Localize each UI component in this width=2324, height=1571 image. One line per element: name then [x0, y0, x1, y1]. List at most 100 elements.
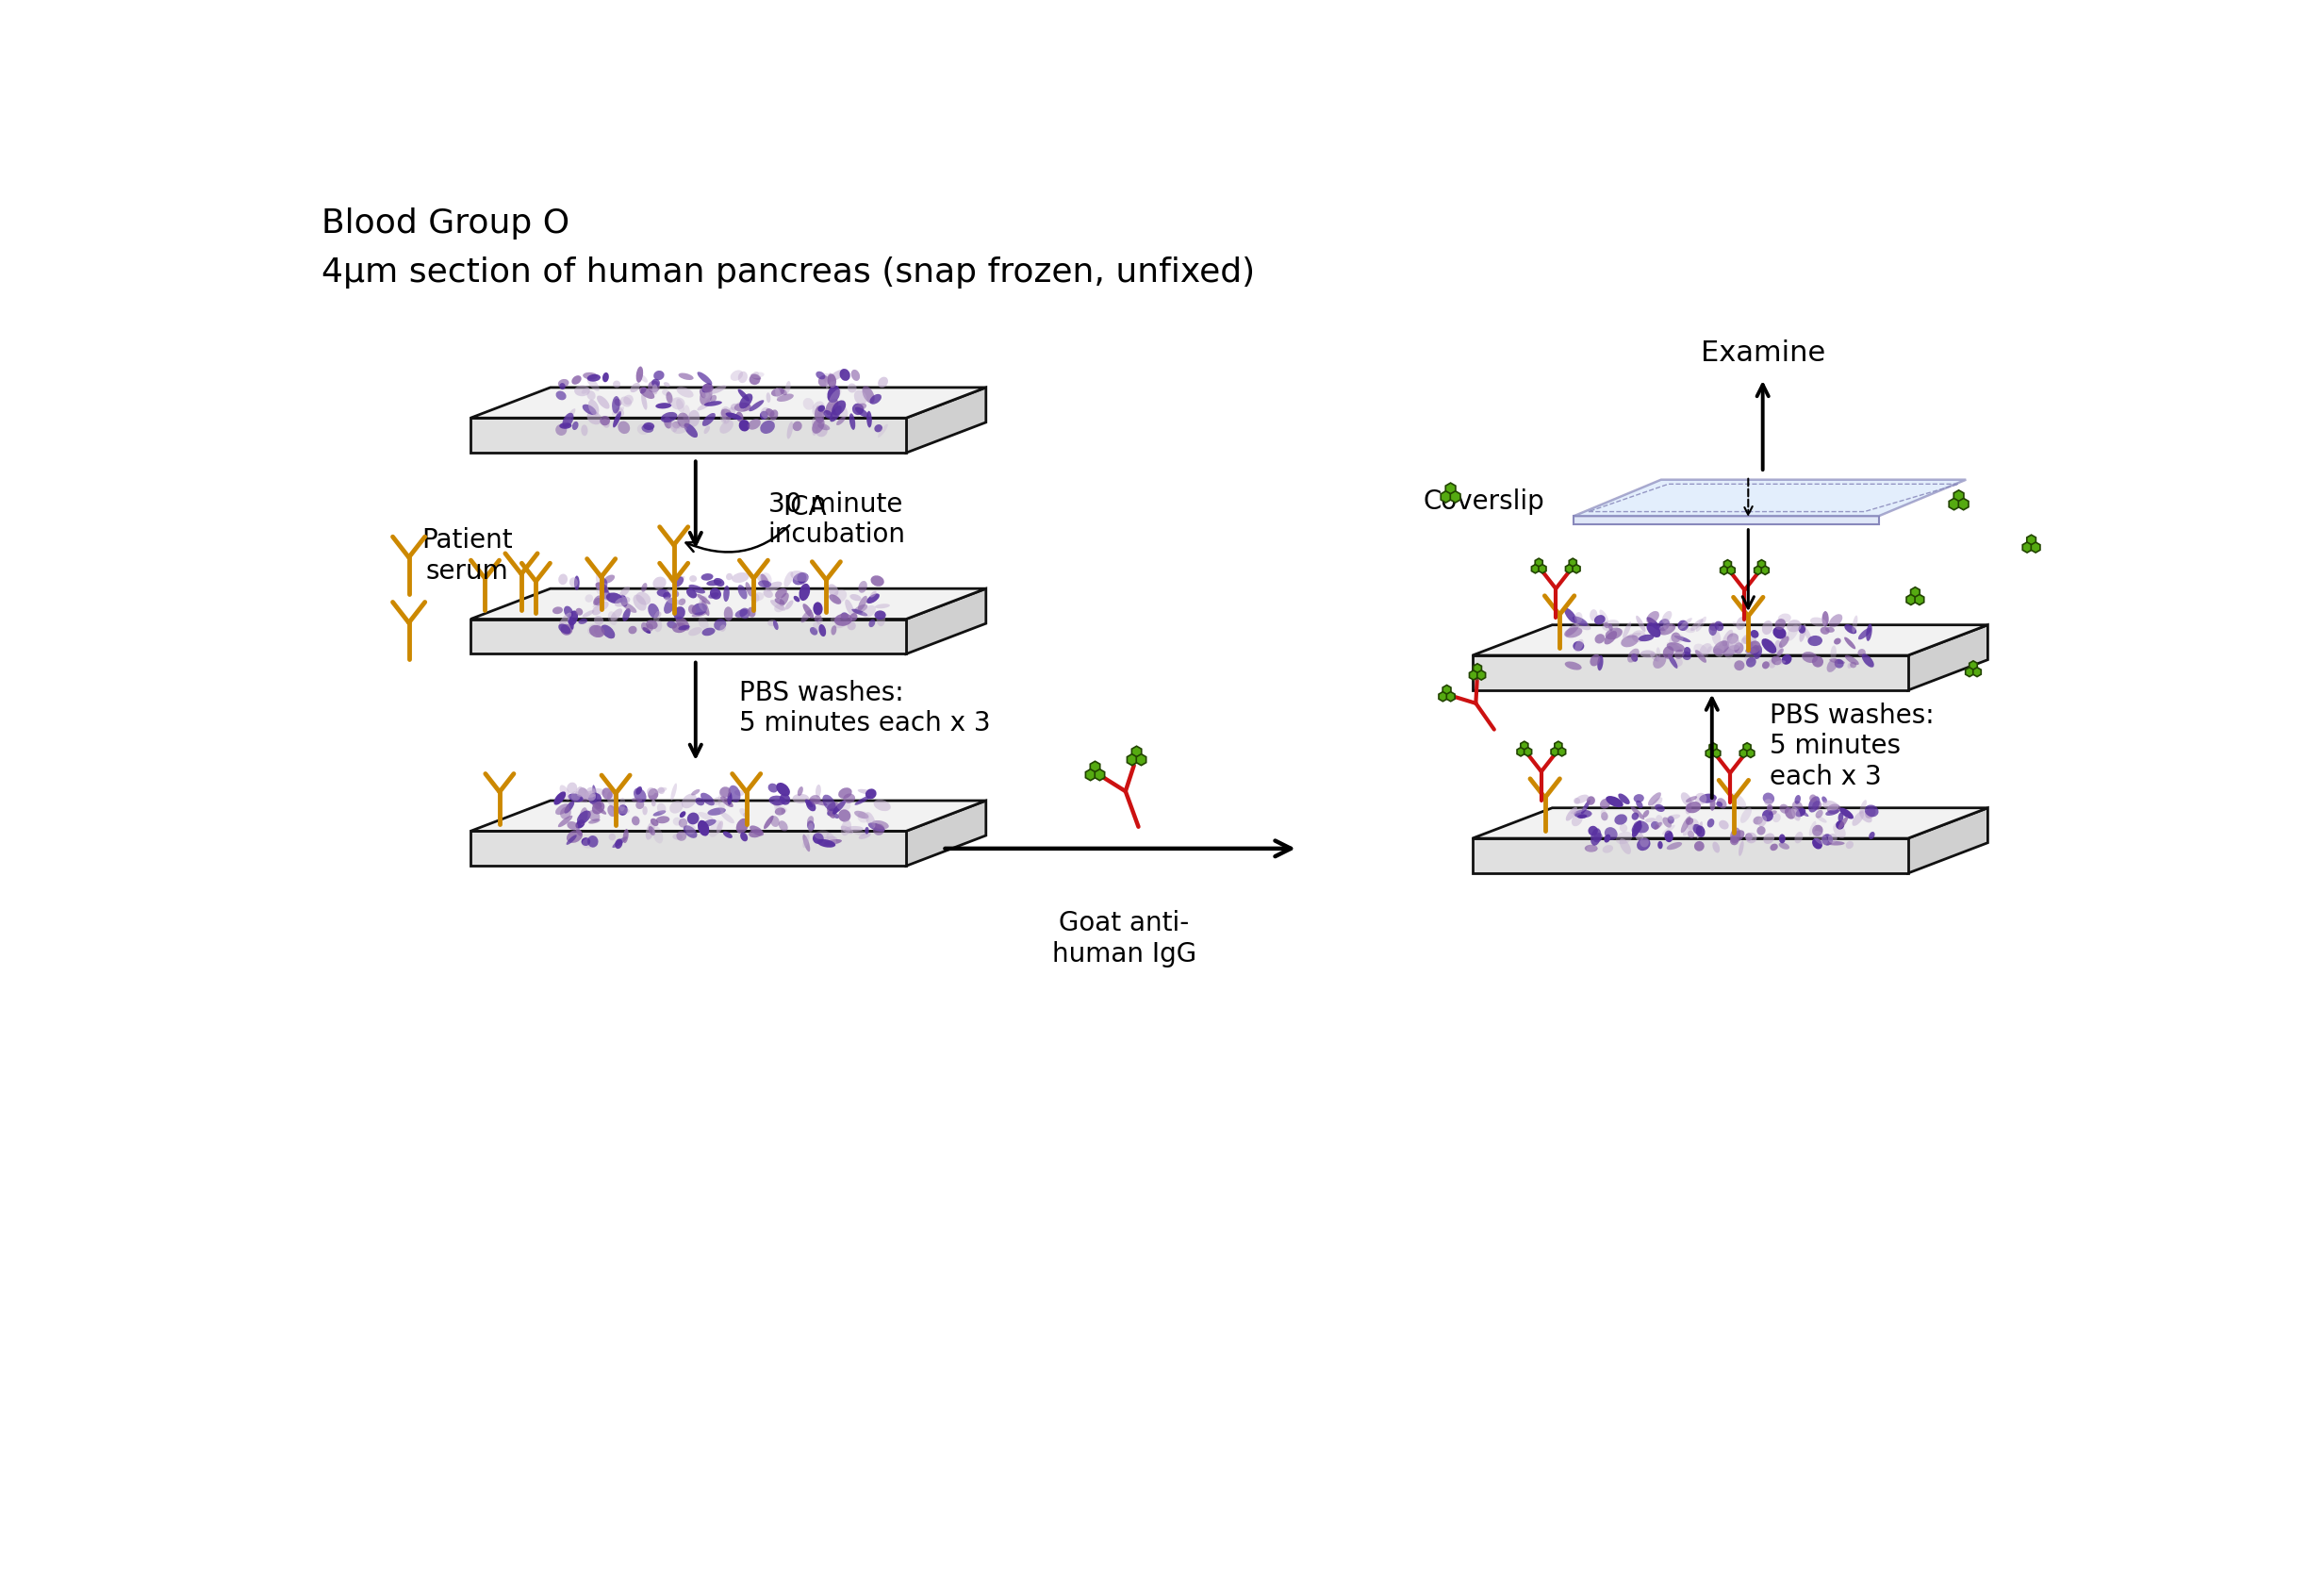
Ellipse shape: [1727, 636, 1741, 650]
Ellipse shape: [1822, 800, 1838, 811]
Ellipse shape: [872, 820, 888, 829]
Ellipse shape: [1685, 628, 1694, 633]
Polygon shape: [1755, 566, 1762, 575]
Ellipse shape: [688, 410, 700, 427]
Ellipse shape: [588, 811, 600, 822]
Ellipse shape: [869, 823, 885, 831]
Ellipse shape: [1785, 807, 1796, 818]
Ellipse shape: [846, 599, 853, 616]
Ellipse shape: [813, 602, 823, 616]
Ellipse shape: [1713, 647, 1724, 657]
Ellipse shape: [1697, 822, 1703, 839]
Ellipse shape: [802, 834, 809, 848]
Ellipse shape: [788, 421, 792, 438]
Ellipse shape: [1808, 822, 1817, 836]
Ellipse shape: [769, 600, 786, 611]
Ellipse shape: [818, 617, 823, 625]
Ellipse shape: [667, 621, 676, 628]
Ellipse shape: [558, 379, 569, 388]
Ellipse shape: [834, 614, 853, 625]
Ellipse shape: [869, 394, 881, 404]
Ellipse shape: [741, 833, 748, 842]
Ellipse shape: [720, 812, 734, 823]
Ellipse shape: [1745, 649, 1762, 663]
Ellipse shape: [1631, 630, 1645, 643]
Ellipse shape: [639, 386, 655, 399]
Ellipse shape: [690, 575, 697, 583]
Ellipse shape: [1692, 825, 1701, 834]
Ellipse shape: [809, 795, 820, 804]
Ellipse shape: [700, 388, 713, 405]
Ellipse shape: [1680, 617, 1692, 630]
Ellipse shape: [1587, 844, 1597, 851]
Ellipse shape: [865, 789, 876, 800]
Ellipse shape: [809, 823, 813, 833]
Ellipse shape: [730, 371, 744, 380]
Ellipse shape: [1852, 616, 1857, 633]
Ellipse shape: [816, 371, 825, 380]
Ellipse shape: [653, 371, 665, 380]
Polygon shape: [1538, 564, 1545, 573]
Ellipse shape: [725, 573, 732, 580]
Ellipse shape: [1594, 833, 1604, 842]
Ellipse shape: [1620, 823, 1627, 833]
Ellipse shape: [734, 610, 748, 617]
Ellipse shape: [611, 608, 623, 621]
Ellipse shape: [555, 391, 567, 401]
Ellipse shape: [786, 600, 792, 610]
Ellipse shape: [700, 793, 716, 806]
Polygon shape: [1536, 558, 1543, 567]
Ellipse shape: [1813, 831, 1829, 845]
Ellipse shape: [1587, 826, 1599, 836]
Ellipse shape: [611, 837, 627, 848]
Ellipse shape: [553, 606, 562, 614]
Ellipse shape: [832, 800, 846, 814]
Polygon shape: [1959, 498, 1968, 511]
Ellipse shape: [674, 577, 683, 588]
Ellipse shape: [1762, 793, 1776, 804]
Ellipse shape: [572, 375, 581, 385]
Ellipse shape: [1573, 809, 1592, 818]
Ellipse shape: [690, 789, 700, 795]
Ellipse shape: [855, 407, 869, 418]
Ellipse shape: [720, 796, 734, 807]
Ellipse shape: [804, 800, 813, 807]
Ellipse shape: [641, 806, 648, 815]
Ellipse shape: [802, 834, 811, 851]
Ellipse shape: [567, 611, 579, 625]
Ellipse shape: [872, 575, 883, 586]
Ellipse shape: [802, 603, 813, 619]
Ellipse shape: [827, 369, 844, 382]
Ellipse shape: [1685, 796, 1697, 803]
Ellipse shape: [1666, 814, 1680, 820]
Ellipse shape: [830, 405, 841, 423]
Ellipse shape: [779, 793, 790, 804]
Ellipse shape: [1594, 633, 1606, 644]
Ellipse shape: [1827, 804, 1841, 814]
Ellipse shape: [1571, 814, 1583, 826]
Ellipse shape: [1669, 635, 1683, 646]
Ellipse shape: [1606, 796, 1622, 807]
Ellipse shape: [1655, 804, 1664, 812]
Ellipse shape: [1766, 639, 1773, 647]
Ellipse shape: [762, 589, 774, 599]
Ellipse shape: [1664, 831, 1673, 842]
Ellipse shape: [553, 792, 565, 804]
Ellipse shape: [1683, 652, 1692, 660]
Ellipse shape: [709, 588, 720, 600]
Ellipse shape: [1666, 842, 1683, 850]
Ellipse shape: [1810, 617, 1827, 627]
Ellipse shape: [781, 390, 788, 396]
Ellipse shape: [581, 388, 590, 394]
Ellipse shape: [697, 812, 713, 820]
Ellipse shape: [816, 784, 820, 798]
Ellipse shape: [1669, 815, 1673, 823]
Ellipse shape: [1810, 795, 1817, 803]
Text: Coverslip: Coverslip: [1425, 489, 1545, 515]
Ellipse shape: [618, 798, 625, 811]
Ellipse shape: [560, 807, 572, 820]
Ellipse shape: [1794, 831, 1803, 844]
Ellipse shape: [753, 592, 765, 600]
Ellipse shape: [1724, 641, 1734, 660]
Ellipse shape: [572, 792, 581, 801]
